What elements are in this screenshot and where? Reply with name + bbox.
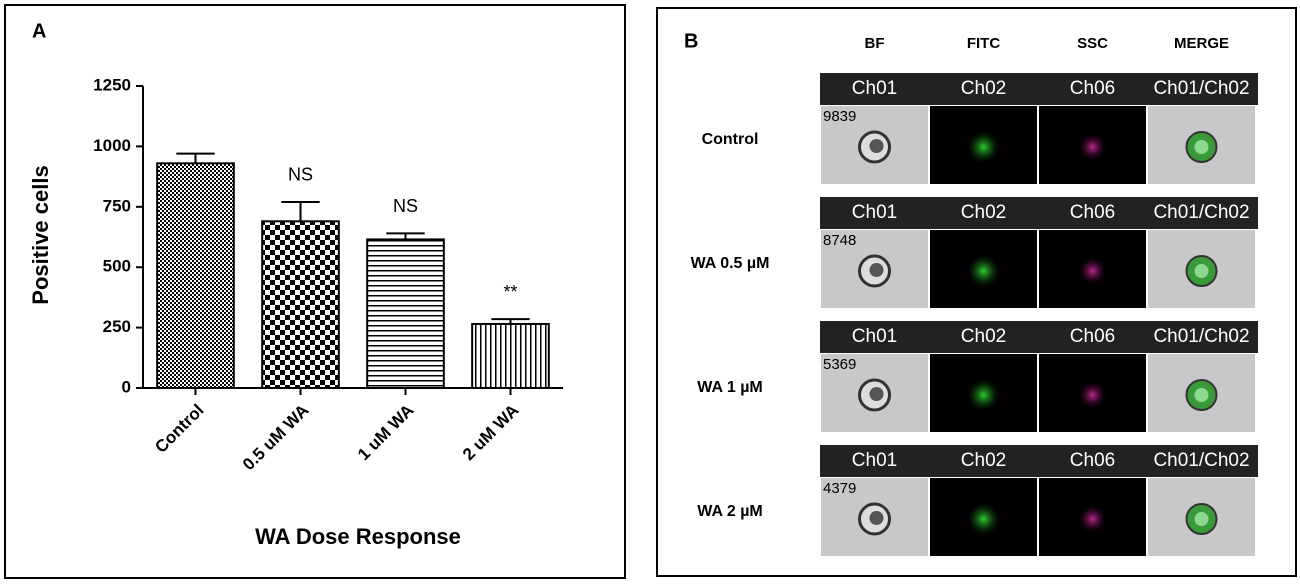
y-tick-label: 500	[103, 257, 131, 276]
cell	[1078, 133, 1107, 161]
channel-label: Ch06	[1070, 450, 1115, 471]
channel-label: Ch06	[1070, 326, 1115, 347]
row-label: Control	[702, 131, 759, 148]
cell-core	[1194, 512, 1209, 526]
row-label: WA 1 µM	[697, 379, 763, 396]
cell-core	[869, 511, 884, 525]
object-count: 8748	[823, 232, 856, 249]
column-header: MERGE	[1174, 35, 1229, 52]
bar	[261, 220, 340, 389]
channel-label: Ch01	[852, 78, 897, 99]
channel-label: Ch01	[852, 202, 897, 223]
cell-core	[869, 139, 884, 153]
cell-core	[869, 387, 884, 401]
channel-label: Ch02	[961, 450, 1006, 471]
channel-label: Ch01/Ch02	[1153, 202, 1249, 223]
x-axis-title: WA Dose Response	[255, 524, 461, 549]
x-tick-label: 2 uM WA	[459, 401, 523, 465]
panel-a-frame	[4, 4, 626, 579]
bar	[156, 162, 235, 389]
row-label: WA 0.5 µM	[691, 255, 770, 272]
bar	[471, 322, 550, 390]
cell	[967, 503, 1000, 535]
panel-label: A	[32, 20, 46, 42]
object-count: 5369	[823, 356, 856, 373]
channel-strip	[820, 197, 1258, 229]
channel-strip	[820, 73, 1258, 105]
panel-b-frame	[656, 7, 1297, 577]
bar	[366, 238, 445, 389]
y-tick-label: 1250	[93, 75, 131, 94]
y-tick-label: 250	[103, 317, 131, 336]
annotation: NS	[288, 165, 313, 185]
channel-label: Ch01/Ch02	[1153, 78, 1249, 99]
channel-label: Ch01/Ch02	[1153, 326, 1249, 347]
x-tick-label: 0.5 uM WA	[239, 401, 313, 475]
cell	[1078, 505, 1107, 533]
channel-label: Ch02	[961, 78, 1006, 99]
x-tick-label: Control	[151, 401, 207, 457]
cell-core	[1194, 264, 1209, 278]
x-tick-label: 1 uM WA	[354, 401, 418, 465]
y-axis-title: Positive cells	[28, 165, 53, 304]
cell	[1078, 257, 1107, 285]
column-header: SSC	[1077, 35, 1108, 52]
object-count: 9839	[823, 108, 856, 125]
y-tick-label: 750	[103, 196, 131, 215]
y-tick-label: 1000	[93, 136, 131, 155]
row-label: WA 2 µM	[697, 503, 763, 520]
cell	[967, 379, 1000, 411]
y-tick-label: 0	[122, 377, 131, 396]
channel-label: Ch02	[961, 202, 1006, 223]
channel-label: Ch06	[1070, 202, 1115, 223]
cell-core	[1194, 388, 1209, 402]
image-grid: Ch01 Ch02 Ch06 Ch01/Ch02 9839 Ch01 Ch02 Ch06 Ch0…	[820, 73, 1258, 556]
column-header: BF	[865, 35, 885, 52]
cell	[967, 131, 1000, 163]
column-header: FITC	[967, 35, 1000, 52]
panel-label: B	[684, 30, 698, 52]
annotation: NS	[393, 196, 418, 216]
cell	[967, 255, 1000, 287]
channel-label: Ch01	[852, 326, 897, 347]
cell-core	[1194, 140, 1209, 154]
channel-label: Ch06	[1070, 78, 1115, 99]
channel-label: Ch01/Ch02	[1153, 450, 1249, 471]
annotation: **	[503, 282, 517, 302]
cell-core	[869, 263, 884, 277]
channel-strip	[820, 445, 1258, 477]
cell	[1078, 381, 1107, 409]
channel-label: Ch02	[961, 326, 1006, 347]
channel-strip	[820, 321, 1258, 353]
object-count: 4379	[823, 480, 856, 497]
channel-label: Ch01	[852, 450, 897, 471]
